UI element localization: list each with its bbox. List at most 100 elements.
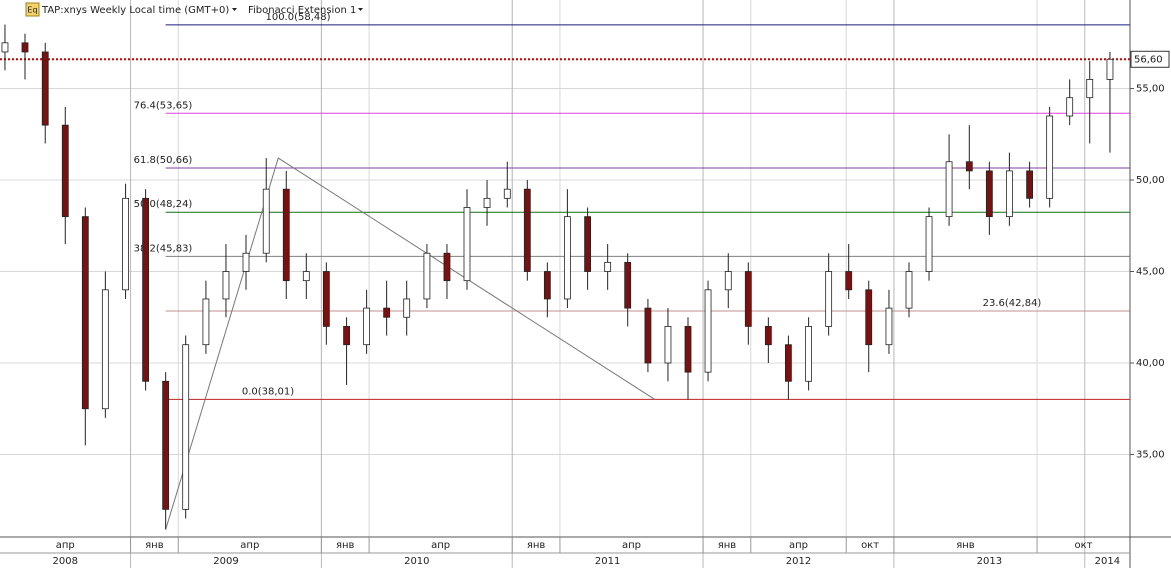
candle-body [704, 289, 712, 373]
candle-body [1086, 79, 1094, 99]
candle-body [523, 188, 531, 272]
x-tick-label: окт [861, 540, 879, 551]
plot: 100.0(58,48) 76.4(53,65) 61.8(50,66) 50.0(4… [0, 12, 1130, 530]
y-tick-label: 45,00 [1136, 267, 1165, 278]
y-tick-label: 35,00 [1136, 449, 1165, 460]
candle-body [343, 326, 350, 346]
x-tick-label: окт [1075, 540, 1093, 551]
candle-body [443, 252, 451, 282]
last-price-box [1130, 50, 1170, 68]
candle-body [142, 197, 150, 382]
candle-body [383, 307, 391, 318]
candle-body [302, 271, 310, 282]
candle-body [604, 261, 612, 272]
candle-body [563, 216, 571, 300]
x-tick-label: янв [718, 540, 737, 551]
candle-body [1005, 170, 1013, 218]
candle-body [784, 344, 792, 382]
candle-body [764, 326, 772, 346]
candle-body [503, 188, 511, 199]
candle-body [1106, 58, 1114, 80]
candle-body [1026, 170, 1034, 199]
candle-body [925, 216, 933, 272]
fib-label: 23.6(42,84) [983, 298, 1042, 309]
candle-body [61, 124, 69, 218]
symbol-icon[interactable] [25, 2, 40, 17]
fib-label: 76.4(53,65) [134, 100, 193, 111]
fib-label: 50.0(48,24) [134, 199, 193, 210]
candle-body [202, 298, 210, 346]
candle-body [463, 207, 471, 282]
candle-body [543, 271, 551, 300]
candle-body [101, 289, 109, 410]
candle-body [865, 289, 873, 346]
fib-label: 61.8(50,66) [134, 155, 193, 166]
candle-body [664, 326, 672, 364]
candle-body [81, 216, 89, 410]
year-label: 2011 [595, 556, 620, 567]
candle-body [423, 252, 431, 300]
candle-body [41, 51, 49, 126]
candle-body [644, 307, 652, 364]
year-label: 2009 [213, 556, 238, 567]
candle-body [724, 271, 732, 291]
candle-body [1, 42, 9, 53]
candle-body [262, 188, 270, 254]
year-label: 2013 [977, 556, 1002, 567]
candle-body [1046, 115, 1054, 199]
candle-body [825, 271, 833, 327]
x-tick-label: апр [431, 540, 450, 551]
x-tick-label: апр [240, 540, 259, 551]
candle-body [624, 261, 632, 309]
fib-trend [165, 157, 656, 530]
x-tick-label: янв [956, 540, 975, 551]
candle-body [905, 271, 913, 309]
x-tick-label: янв [145, 540, 164, 551]
x-tick-label: янв [336, 540, 355, 551]
candle-body [845, 271, 853, 291]
candle-body [945, 161, 953, 218]
x-tick-label: апр [789, 540, 808, 551]
candle-body [805, 326, 813, 382]
candle-body [403, 298, 411, 318]
year-label: 2012 [786, 556, 811, 567]
candle-body [584, 216, 592, 272]
candle-body [985, 170, 993, 218]
symbol-label[interactable]: TAP:xnys Weekly Local time (GMT+0) [41, 5, 229, 16]
candle-body [282, 188, 290, 282]
candle-body [885, 307, 893, 346]
year-label: 2010 [404, 556, 429, 567]
icon-text: Eq [27, 6, 37, 15]
dropdown-arrow[interactable] [232, 8, 237, 11]
candle-body [965, 161, 973, 172]
x-tick-label: апр [622, 540, 641, 551]
candle-body [222, 271, 230, 300]
x-tick-label: янв [527, 540, 546, 551]
year-label: 2014 [1095, 556, 1120, 567]
dropdown-arrow[interactable] [358, 8, 363, 11]
last-price-label: 56,60 [1134, 54, 1163, 65]
candle-body [21, 42, 29, 53]
y-tick-label: 55,00 [1136, 84, 1165, 95]
candle-body [483, 197, 491, 208]
fib-label: 38.2(45,83) [134, 243, 193, 254]
candle-body [122, 197, 129, 291]
candle-body [744, 271, 752, 327]
fib-label: 0.0(38,01) [242, 386, 294, 397]
y-tick-label: 40,00 [1136, 358, 1165, 369]
fib-label: 100.0(58,48) [265, 12, 330, 23]
candle-body [162, 380, 170, 510]
candle-body [182, 344, 190, 510]
study-label[interactable]: Fibonacci Extension 1 [248, 5, 356, 16]
candle-body [363, 307, 371, 346]
y-tick-label: 50,00 [1136, 175, 1165, 186]
candle-body [1066, 97, 1074, 117]
candle-body [322, 271, 330, 327]
x-tick-label: апр [56, 540, 75, 551]
candle-body [684, 326, 692, 373]
candle-body [242, 252, 250, 272]
grid [0, 0, 1130, 568]
year-label: 2008 [53, 556, 78, 567]
